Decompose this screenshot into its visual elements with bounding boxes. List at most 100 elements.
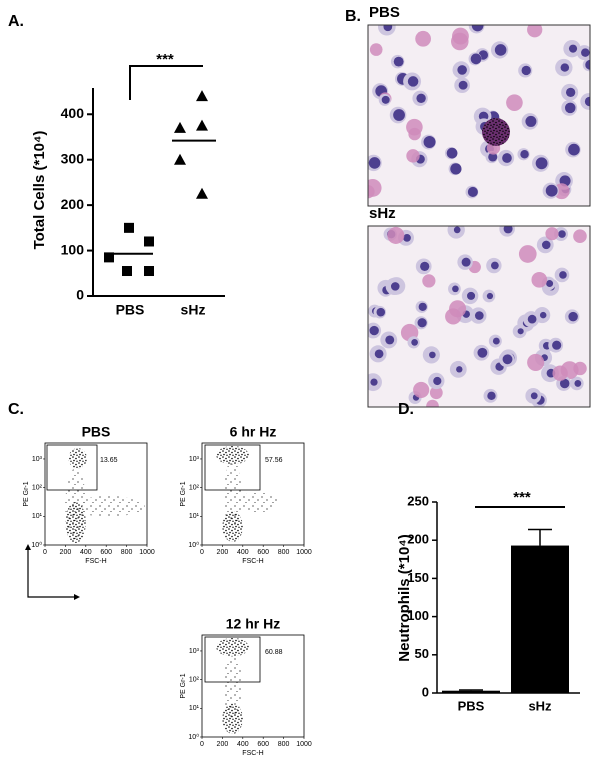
cell-nucleus <box>525 115 537 127</box>
cell-nucleus <box>403 233 411 242</box>
data-point <box>196 187 208 199</box>
red-cell <box>451 32 469 51</box>
y-axis-label: Neutrophils (*10⁴) <box>396 534 413 661</box>
cell-nucleus <box>559 378 570 389</box>
red-cell <box>552 365 568 381</box>
plot-frame <box>201 634 305 738</box>
red-cell <box>449 300 467 318</box>
gate <box>46 444 98 491</box>
y-tick-label: 10¹ <box>189 705 200 712</box>
cell-nucleus <box>574 380 582 387</box>
plot-title: 12 hr Hz <box>226 616 280 632</box>
cell-nucleus <box>541 240 551 250</box>
cell-nucleus <box>494 44 507 56</box>
y-axis-label: Total Cells (*10⁴) <box>31 131 48 250</box>
x-tick-label: 600 <box>257 741 269 748</box>
cell-nucleus <box>581 48 590 57</box>
cell-nucleus <box>471 25 484 32</box>
panel-label: C. <box>8 401 24 418</box>
cell-nucleus <box>474 311 484 320</box>
y-tick-label: 10³ <box>32 456 43 463</box>
y-tick-label: 100 <box>407 608 429 623</box>
event-density <box>222 511 243 542</box>
cell-nucleus <box>517 328 524 335</box>
x-tick-label: 200 <box>217 549 229 556</box>
cell-nucleus <box>368 157 381 169</box>
cell-nucleus <box>546 280 554 288</box>
y-tick-label: 300 <box>61 150 85 166</box>
x-tick-label: 1000 <box>139 549 155 556</box>
red-cell <box>415 30 431 47</box>
cell-nucleus <box>369 325 379 336</box>
gate <box>204 636 261 683</box>
red-cell <box>429 386 443 400</box>
cell-nucleus <box>564 102 576 114</box>
data-point <box>122 266 132 277</box>
y-tick-label: 250 <box>407 493 429 508</box>
cell-nucleus <box>565 87 576 98</box>
cell-nucleus <box>552 340 562 350</box>
x-tick-label: PBS <box>116 302 145 318</box>
cell-nucleus <box>486 292 494 300</box>
gate-percent: 13.65 <box>100 457 118 464</box>
cell-nucleus <box>420 261 430 271</box>
cells <box>368 226 587 407</box>
cell-nucleus <box>502 153 512 163</box>
event-density <box>237 491 279 513</box>
data-point <box>104 252 114 263</box>
y-tick-label: 10² <box>189 484 200 491</box>
x-tick-label: PBS <box>458 698 485 713</box>
cell-nucleus <box>383 25 393 32</box>
cell-nucleus <box>370 378 378 386</box>
event-density <box>65 502 86 543</box>
event-density <box>71 496 145 517</box>
panel-label: B. <box>345 8 361 25</box>
data-point <box>196 119 208 131</box>
cell-nucleus <box>433 376 442 386</box>
event-density <box>222 703 243 734</box>
cell-nucleus <box>521 65 531 76</box>
y-tick-label: 0 <box>422 684 429 699</box>
y-tick-label: 10¹ <box>189 513 200 520</box>
cell-nucleus <box>446 147 458 159</box>
cell-nucleus <box>407 76 419 87</box>
x-tick-label: 800 <box>121 549 133 556</box>
cells <box>368 25 590 200</box>
y-tick-label: 10⁰ <box>31 541 42 549</box>
data-point <box>174 121 186 133</box>
x-tick-label: 200 <box>60 549 72 556</box>
red-cell <box>518 245 537 263</box>
arrow-head <box>25 544 31 550</box>
cell-nucleus <box>470 53 482 65</box>
data-point <box>174 153 186 165</box>
event-density <box>216 446 249 465</box>
cell-nucleus <box>560 63 570 72</box>
cell-nucleus <box>568 143 580 156</box>
cell-nucleus <box>393 109 405 121</box>
cell-nucleus <box>393 56 404 67</box>
cell-nucleus <box>520 150 529 159</box>
cell-nucleus <box>416 93 426 103</box>
red-cell <box>527 25 543 38</box>
event-density <box>223 653 242 719</box>
data-point <box>144 236 154 247</box>
x-tick-label: 400 <box>237 741 249 748</box>
data-point <box>196 90 208 102</box>
cell-nucleus <box>488 152 498 162</box>
cell-nucleus <box>477 347 488 358</box>
cell-nucleus <box>423 136 436 149</box>
x-axis-label: FSC-H <box>242 558 263 565</box>
gate <box>204 444 261 491</box>
plot-title: 6 hr Hz <box>230 424 277 440</box>
significance: *** <box>156 51 174 68</box>
cell-nucleus <box>417 318 427 328</box>
cell-nucleus <box>535 157 548 170</box>
panel-label: A. <box>8 13 24 30</box>
event-density <box>223 461 242 527</box>
red-cell <box>527 353 545 372</box>
red-cell <box>408 127 421 141</box>
cell-nucleus <box>461 257 471 267</box>
micrograph <box>367 225 591 408</box>
red-cell <box>387 226 405 244</box>
y-tick-label: 200 <box>61 196 85 212</box>
